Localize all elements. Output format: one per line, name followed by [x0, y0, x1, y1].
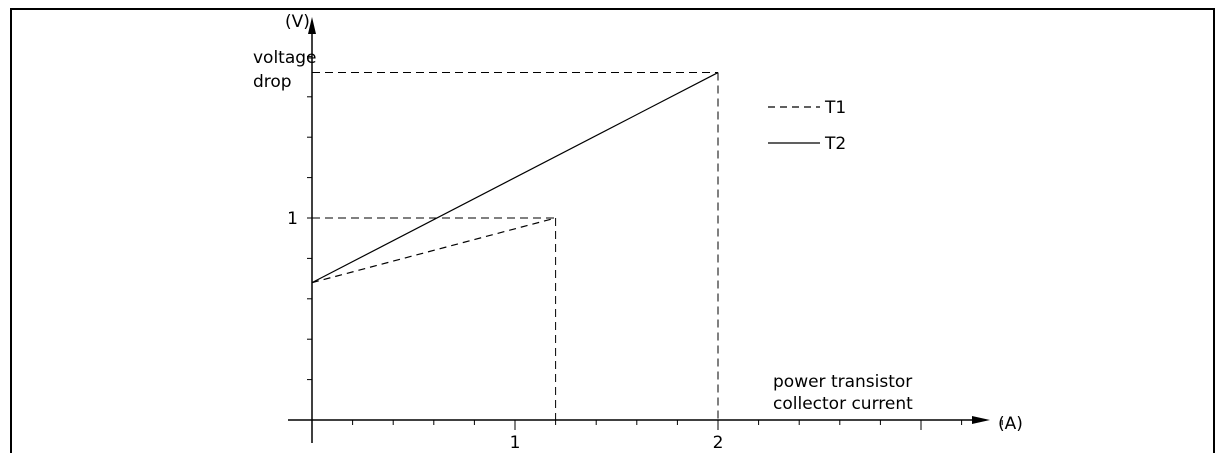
axis-labels: (V) voltage drop power transistor collec…: [253, 12, 1023, 434]
y-unit-label: (V): [285, 12, 310, 32]
series-lines: [311, 72, 719, 284]
y-label-line-2: drop: [253, 72, 292, 92]
series-line-t2: [311, 72, 719, 284]
x-tick-label: 1: [510, 433, 521, 453]
guide-lines: [312, 72, 719, 420]
minor-ticks: [307, 55, 1003, 430]
legend-label-t2: T2: [824, 134, 846, 154]
x-unit-label: (A): [998, 414, 1023, 434]
y-label-line-1: voltage: [253, 48, 317, 68]
y-tick-label: 1: [287, 209, 298, 229]
tick-labels: 1 2 1: [287, 209, 723, 453]
y-axis-arrow: [308, 17, 316, 34]
x-label-line-2: collector current: [773, 394, 913, 414]
x-axis-arrow: [972, 416, 990, 424]
legend: T1 T2: [768, 98, 846, 154]
series-line-t1: [311, 217, 556, 284]
x-label-line-1: power transistor: [773, 372, 912, 392]
x-tick-label: 2: [713, 433, 724, 453]
figure-frame: [10, 8, 1215, 453]
axes: [288, 17, 990, 443]
legend-label-t1: T1: [824, 98, 846, 118]
